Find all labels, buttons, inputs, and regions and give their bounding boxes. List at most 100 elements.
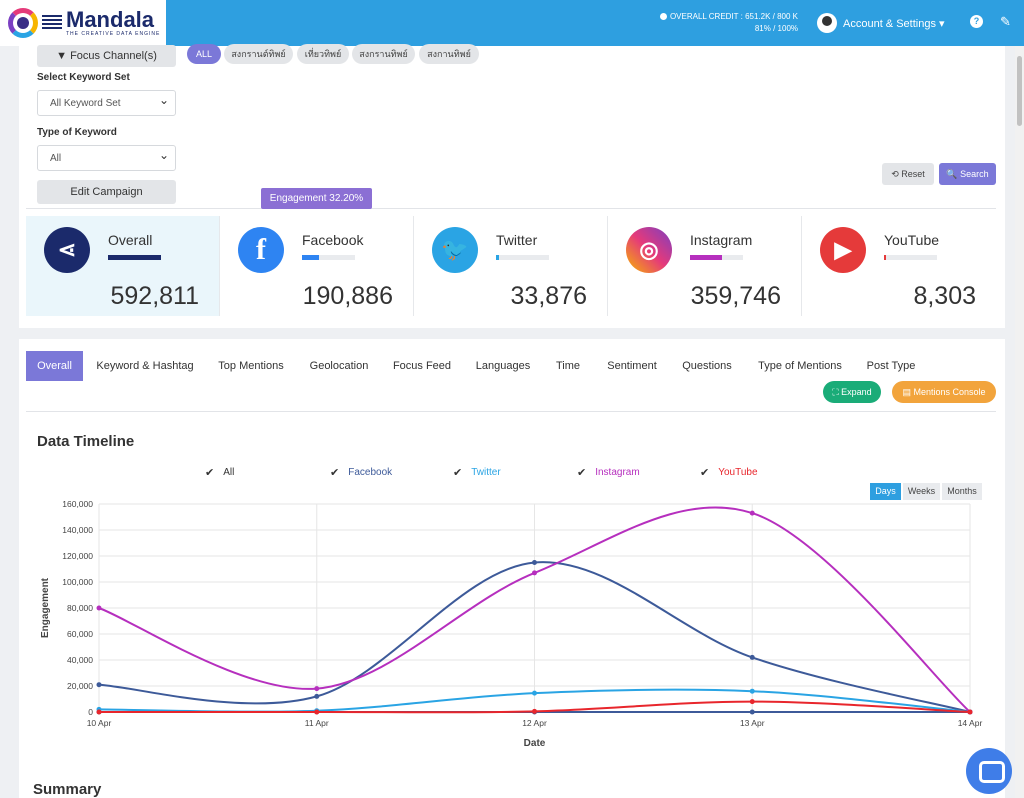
divider xyxy=(26,411,996,412)
range-months-button[interactable]: Months xyxy=(942,483,982,500)
y-tick-label: 0 xyxy=(88,707,93,717)
stat-name: YouTube xyxy=(884,232,940,248)
y-tick-label: 140,000 xyxy=(62,525,93,535)
y-tick-label: 40,000 xyxy=(67,655,93,665)
y-tick-label: 60,000 xyxy=(67,629,93,639)
stat-card-twitter[interactable]: 🐦 Twitter 33,876 xyxy=(414,216,608,316)
x-tick-label: 13 Apr xyxy=(740,718,765,728)
data-point-instagram xyxy=(96,605,102,611)
stat-card-instagram[interactable]: ◎ Instagram 359,746 xyxy=(608,216,802,316)
expand-button[interactable]: ⛶ Expand xyxy=(823,381,881,403)
legend-item-all[interactable]: ✔ All xyxy=(205,467,235,479)
data-point-twitter xyxy=(749,688,755,694)
logo-ring-icon xyxy=(8,8,38,38)
credit-icon xyxy=(659,13,667,20)
help-icon[interactable]: ? xyxy=(970,15,983,28)
data-point-all xyxy=(749,654,755,660)
tab-keyword-hashtag[interactable]: Keyword & Hashtag xyxy=(96,360,194,372)
brush-icon[interactable]: ✎ xyxy=(1000,14,1011,29)
tab-geolocation[interactable]: Geolocation xyxy=(309,360,369,372)
stat-card-overall[interactable]: ⋖ Overall 592,811 xyxy=(26,216,220,316)
timeline-chart[interactable]: 0 20,000 40,000 60,000 80,000 100,000 120,000 1… xyxy=(30,490,1000,755)
data-point-all xyxy=(532,560,537,565)
keyword-type-label: Type of Keyword xyxy=(37,127,117,138)
logo[interactable]: Mandala THE CREATIVE DATA ENGINE xyxy=(0,0,166,46)
stat-share-bar xyxy=(884,255,937,260)
credit-line2: 81% / 100% xyxy=(754,24,798,33)
tab-overall[interactable]: Overall xyxy=(26,351,83,381)
keyword-set-label: Select Keyword Set xyxy=(37,72,130,83)
x-tick-label: 14 Apr xyxy=(958,718,983,728)
data-point-instagram xyxy=(749,510,755,516)
tab-focus-feed[interactable]: Focus Feed xyxy=(392,360,452,372)
top-bar: Mandala THE CREATIVE DATA ENGINE OVERALL… xyxy=(0,0,1024,46)
keyword-chip[interactable]: สงกรานทิพย์ xyxy=(352,44,415,64)
stat-share-bar xyxy=(496,255,549,260)
instagram-icon: ◎ xyxy=(626,227,672,273)
keyword-chip-all[interactable]: ALL xyxy=(187,44,221,64)
data-point-all xyxy=(96,682,102,688)
keyword-chip[interactable]: สงกรานต์ทิพย์ xyxy=(224,44,293,64)
logo-lines-icon xyxy=(42,15,62,31)
y-tick-label: 120,000 xyxy=(62,551,93,561)
x-tick-label: 11 Apr xyxy=(305,718,329,728)
reset-button[interactable]: ⟲ Reset xyxy=(882,163,934,185)
tab-post-type[interactable]: Post Type xyxy=(866,360,916,372)
credit-info: OVERALL CREDIT : 651.2K / 800 K 81% / 10… xyxy=(659,11,798,35)
engagement-tooltip: Engagement 32.20% xyxy=(261,188,372,209)
scrollbar[interactable] xyxy=(1015,46,1024,798)
data-point-instagram xyxy=(314,686,320,692)
range-weeks-button[interactable]: Weeks xyxy=(903,483,940,500)
legend-item-twitter[interactable]: ✔ Twitter xyxy=(453,467,501,479)
account-label: Account & Settings ▾ xyxy=(843,17,945,30)
stat-share-bar xyxy=(302,255,355,260)
search-button[interactable]: 🔍 Search xyxy=(939,163,996,185)
keyword-chip[interactable]: เที่ยวทิพย์ xyxy=(297,44,349,64)
youtube-icon: ▶ xyxy=(820,227,866,273)
data-point-youtube xyxy=(749,699,755,705)
edit-campaign-button[interactable]: Edit Campaign xyxy=(37,180,176,204)
focus-channel-button[interactable]: ▼ Focus Channel(s) xyxy=(37,45,176,67)
tab-languages[interactable]: Languages xyxy=(475,360,531,372)
stat-value: 8,303 xyxy=(913,282,976,310)
stat-value: 359,746 xyxy=(690,282,781,310)
legend-item-facebook[interactable]: ✔ Facebook xyxy=(330,467,393,479)
keyword-type-select[interactable]: All xyxy=(37,145,176,171)
y-tick-label: 80,000 xyxy=(67,603,93,613)
legend-item-youtube[interactable]: ✔ YouTube xyxy=(700,467,758,479)
stat-value: 592,811 xyxy=(110,282,199,310)
divider xyxy=(26,208,996,209)
mentions-console-button[interactable]: ▤ Mentions Console xyxy=(892,381,996,403)
account-settings-menu[interactable]: Account & Settings ▾ xyxy=(817,13,945,33)
stat-name: Twitter xyxy=(496,232,538,248)
credit-line1: OVERALL CREDIT : 651.2K / 800 K xyxy=(669,12,798,21)
check-icon: ✔ xyxy=(577,467,587,479)
y-tick-label: 20,000 xyxy=(67,681,93,691)
tab-time[interactable]: Time xyxy=(555,360,581,372)
keyword-chip[interactable]: สงกานทิพย์ xyxy=(419,44,479,64)
tab-top-mentions[interactable]: Top Mentions xyxy=(218,360,284,372)
data-timeline-title: Data Timeline xyxy=(37,433,135,450)
data-point-youtube xyxy=(96,709,102,715)
data-point-youtube xyxy=(532,708,537,714)
tab-type-of-mentions[interactable]: Type of Mentions xyxy=(758,360,842,372)
legend-item-instagram[interactable]: ✔ Instagram xyxy=(577,467,640,479)
stat-share-bar xyxy=(690,255,743,260)
range-days-button[interactable]: Days xyxy=(870,483,901,500)
data-point-all xyxy=(314,693,320,699)
stat-card-youtube[interactable]: ▶ YouTube 8,303 xyxy=(802,216,996,316)
chat-icon[interactable] xyxy=(966,748,1012,794)
data-point-youtube xyxy=(314,709,320,715)
stat-share-bar xyxy=(108,255,161,260)
y-tick-label: 100,000 xyxy=(62,577,93,587)
y-tick-label: 160,000 xyxy=(62,499,93,509)
data-point-youtube xyxy=(967,709,973,715)
stat-card-facebook[interactable]: f Facebook 190,886 xyxy=(220,216,414,316)
facebook-icon: f xyxy=(238,227,284,273)
tab-questions[interactable]: Questions xyxy=(682,360,732,372)
data-point-twitter xyxy=(532,690,537,696)
tab-sentiment[interactable]: Sentiment xyxy=(607,360,657,372)
check-icon: ✔ xyxy=(453,467,463,479)
filter-icon: ▼ xyxy=(56,50,71,62)
keyword-set-select[interactable]: All Keyword Set xyxy=(37,90,176,116)
